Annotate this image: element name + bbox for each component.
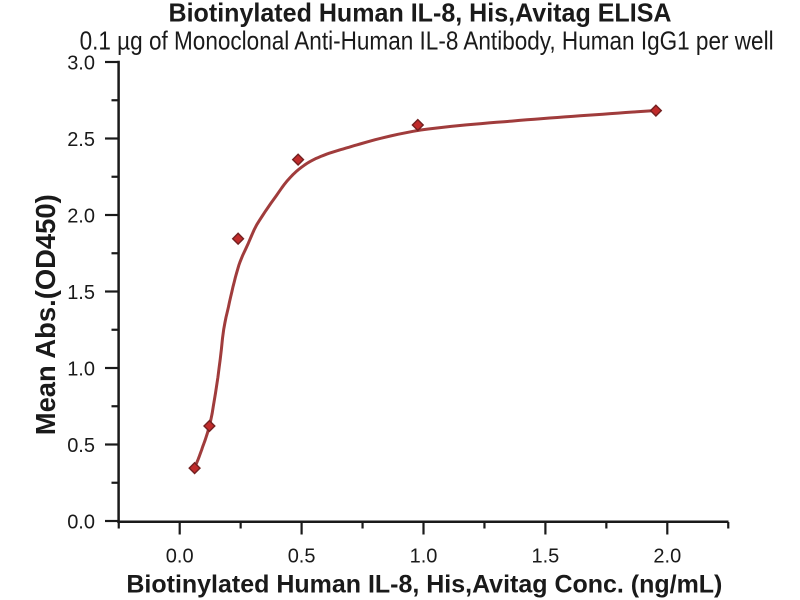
svg-text:0.1 µg of Monoclonal Anti-Huma: 0.1 µg of Monoclonal Anti-Human IL-8 Ant… <box>80 27 774 55</box>
svg-text:0.0: 0.0 <box>166 546 194 568</box>
svg-text:0.5: 0.5 <box>288 546 316 568</box>
svg-text:1.5: 1.5 <box>531 546 559 568</box>
svg-text:2.0: 2.0 <box>67 205 95 227</box>
svg-text:0.5: 0.5 <box>67 435 95 457</box>
svg-text:Biotinylated Human IL-8, His,A: Biotinylated Human IL-8, His,Avitag ELIS… <box>169 0 672 28</box>
svg-text:2.5: 2.5 <box>67 129 95 151</box>
svg-text:2.0: 2.0 <box>653 546 681 568</box>
svg-text:1.5: 1.5 <box>67 282 95 304</box>
svg-text:3.0: 3.0 <box>67 52 95 74</box>
svg-text:1.0: 1.0 <box>410 546 438 568</box>
svg-text:1.0: 1.0 <box>67 358 95 380</box>
svg-text:Mean Abs.(OD450): Mean Abs.(OD450) <box>30 194 61 435</box>
svg-text:Biotinylated Human IL-8, His,A: Biotinylated Human IL-8, His,Avitag Conc… <box>126 571 722 599</box>
svg-text:0.0: 0.0 <box>67 511 95 533</box>
